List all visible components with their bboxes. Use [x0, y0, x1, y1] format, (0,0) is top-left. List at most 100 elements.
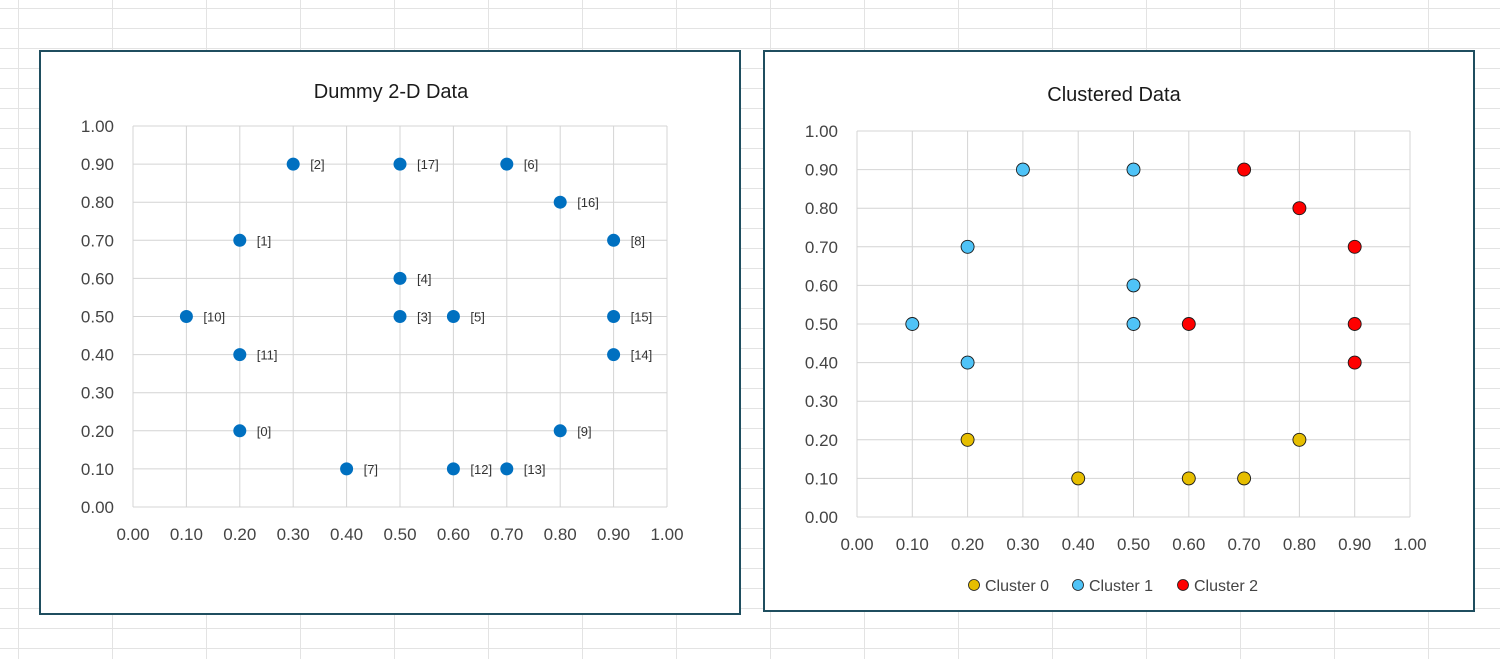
- x-tick-label: 0.60: [1172, 535, 1205, 554]
- legend-marker: [1072, 579, 1084, 591]
- cluster-0-point: [1237, 471, 1252, 486]
- legend-entry: Cluster 0: [985, 578, 1049, 595]
- cluster-2-point: [1347, 317, 1362, 331]
- point-label: [6]: [524, 157, 538, 172]
- point-label: [8]: [631, 233, 645, 248]
- x-tick-label: 0.00: [116, 525, 149, 544]
- y-tick-label: 0.30: [81, 384, 114, 403]
- x-tick-label: 0.80: [544, 525, 577, 544]
- y-tick-label: 1.00: [805, 122, 838, 141]
- cluster-0-point: [1181, 471, 1196, 486]
- point-label: [0]: [257, 424, 271, 439]
- y-tick-label: 0.90: [81, 155, 114, 174]
- data-point: [446, 310, 460, 323]
- cluster-0-point: [1071, 471, 1086, 486]
- data-point: [500, 157, 514, 171]
- point-label: [7]: [364, 462, 378, 477]
- data-point: [233, 233, 247, 247]
- cluster-2-point: [1181, 317, 1196, 331]
- point-label: [14]: [631, 348, 653, 363]
- clustered-data-svg: Clustered Data 0.00 0.10 0.20 0.30 0.40 0.50 0…: [805, 84, 1427, 595]
- cluster-1-point: [1126, 317, 1141, 331]
- dummy-data-svg: Dummy 2-D Data 0.00 0.10 0.20 0.30 0.40 0.50 0…: [81, 81, 684, 544]
- data-point: [233, 348, 247, 362]
- data-point: [446, 462, 460, 476]
- cluster-0-point: [960, 432, 975, 447]
- y-tick-label: 0.70: [81, 231, 114, 250]
- point-label: [3]: [417, 310, 431, 325]
- y-tick-label: 0.70: [805, 238, 838, 257]
- x-tick-label: 0.90: [1338, 535, 1371, 554]
- y-tick-label: 0.90: [805, 161, 838, 180]
- data-point: [286, 157, 300, 171]
- legend-entry: Cluster 2: [1194, 578, 1258, 595]
- cluster-1-point: [1126, 278, 1141, 293]
- x-tick-label: 1.00: [1393, 535, 1426, 554]
- cluster-2-point: [1292, 201, 1307, 216]
- clustered-data-chart: Clustered Data 0.00 0.10 0.20 0.30 0.40 0.50 0…: [763, 50, 1475, 612]
- cluster-2-point: [1347, 239, 1362, 254]
- x-tick-label: 0.50: [383, 525, 416, 544]
- data-point: [553, 195, 567, 209]
- x-tick-label: 0.30: [1006, 535, 1039, 554]
- data-point: [607, 233, 621, 247]
- data-point: [179, 310, 193, 323]
- point-label: [13]: [524, 462, 546, 477]
- x-tick-label: 0.40: [1062, 535, 1095, 554]
- cluster-1-point: [1015, 162, 1030, 177]
- y-tick-label: 0.20: [81, 422, 114, 441]
- y-tick-label: 0.20: [805, 431, 838, 450]
- y-tick-label: 0.40: [81, 346, 114, 365]
- x-tick-label: 0.70: [490, 525, 523, 544]
- y-tick-label: 0.00: [805, 508, 838, 527]
- point-label: [9]: [577, 424, 591, 439]
- cluster-1-point: [1126, 162, 1141, 177]
- y-tick-label: 1.00: [81, 117, 114, 136]
- data-point: [553, 424, 567, 438]
- point-label: [2]: [310, 157, 324, 172]
- point-label: [16]: [577, 195, 599, 210]
- data-point: [393, 310, 407, 323]
- dummy-data-chart: Dummy 2-D Data 0.00 0.10 0.20 0.30 0.40 0.50 0…: [39, 50, 741, 615]
- cluster-1-point: [905, 317, 920, 331]
- data-point: [340, 462, 354, 476]
- cluster-1-point: [960, 355, 975, 370]
- cluster-2-point: [1347, 355, 1362, 370]
- y-tick-label: 0.80: [81, 193, 114, 212]
- legend-entry: Cluster 1: [1089, 578, 1153, 595]
- y-tick-label: 0.40: [805, 354, 838, 373]
- legend-marker: [1177, 579, 1189, 591]
- cluster-1-point: [960, 239, 975, 254]
- y-tick-label: 0.10: [81, 460, 114, 479]
- x-tick-label: 0.20: [951, 535, 984, 554]
- point-label: [17]: [417, 157, 439, 172]
- chart-title: Clustered Data: [1047, 84, 1181, 106]
- cluster-2-point: [1237, 162, 1252, 177]
- y-tick-label: 0.80: [805, 199, 838, 218]
- x-tick-label: 0.70: [1228, 535, 1261, 554]
- x-tick-label: 0.60: [437, 525, 470, 544]
- chart-title: Dummy 2-D Data: [314, 81, 469, 103]
- x-tick-label: 1.00: [650, 525, 683, 544]
- data-point: [607, 310, 621, 323]
- x-tick-label: 0.30: [277, 525, 310, 544]
- x-tick-label: 0.10: [170, 525, 203, 544]
- point-label: [4]: [417, 271, 431, 286]
- x-tick-label: 0.50: [1117, 535, 1150, 554]
- point-label: [12]: [470, 462, 492, 477]
- cluster-0-point: [1292, 432, 1307, 447]
- y-tick-label: 0.10: [805, 469, 838, 488]
- x-tick-label: 0.20: [223, 525, 256, 544]
- data-point: [233, 424, 247, 438]
- y-tick-label: 0.30: [805, 392, 838, 411]
- x-tick-label: 0.80: [1283, 535, 1316, 554]
- x-tick-label: 0.10: [896, 535, 929, 554]
- point-label: [5]: [470, 310, 484, 325]
- data-point: [393, 157, 407, 171]
- point-label: [1]: [257, 233, 271, 248]
- data-point: [393, 271, 407, 285]
- y-tick-label: 0.50: [805, 315, 838, 334]
- y-tick-label: 0.60: [805, 276, 838, 295]
- point-label: [11]: [257, 348, 278, 363]
- data-point: [500, 462, 514, 476]
